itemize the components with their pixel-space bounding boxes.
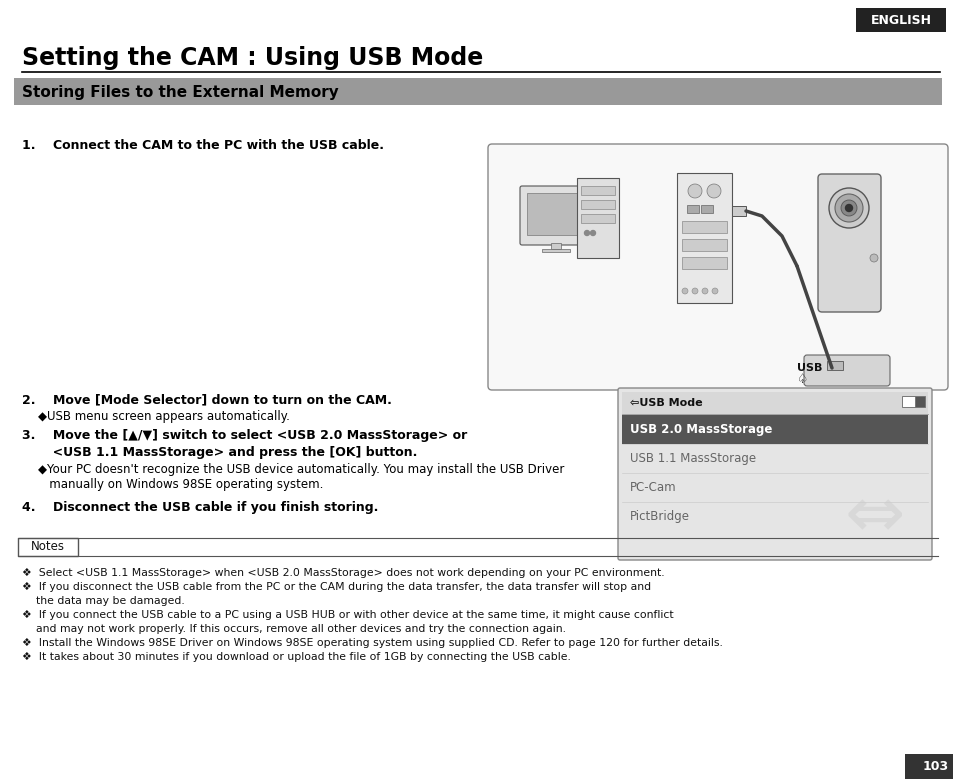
Text: ◆Your PC doesn't recognize the USB device automatically. You may install the USB: ◆Your PC doesn't recognize the USB devic… [38,463,564,475]
Text: ⇦USB Mode: ⇦USB Mode [629,398,702,408]
Text: <USB 1.1 MassStorage> and press the [OK] button.: <USB 1.1 MassStorage> and press the [OK]… [22,446,417,459]
Circle shape [681,288,687,294]
Text: USB: USB [796,363,821,373]
Bar [541,249,569,252]
Text: USB 2.0 MassStorage: USB 2.0 MassStorage [629,423,772,436]
Polygon shape [904,754,953,779]
Text: ⇔: ⇔ [843,484,904,552]
Text: 2.    Move [Mode Selector] down to turn on the CAM.: 2. Move [Mode Selector] down to turn on … [22,393,392,407]
Bar [700,205,712,213]
Bar [901,396,915,407]
Circle shape [844,205,852,212]
Text: manually on Windows 98SE operating system.: manually on Windows 98SE operating syste… [38,478,323,491]
Circle shape [590,231,595,235]
Text: ❖  Install the Windows 98SE Driver on Windows 98SE operating system using suppli: ❖ Install the Windows 98SE Driver on Win… [22,638,722,648]
Circle shape [828,188,868,228]
Polygon shape [904,754,953,779]
Bar [826,361,842,370]
Bar [580,214,615,223]
FancyBboxPatch shape [817,174,880,312]
Circle shape [701,288,707,294]
Text: ♤: ♤ [796,372,807,386]
Text: 1.    Connect the CAM to the PC with the USB cable.: 1. Connect the CAM to the PC with the US… [22,139,384,151]
Text: 3.    Move the [▲/▼] switch to select <USB 2.0 MassStorage> or: 3. Move the [▲/▼] switch to select <USB … [22,428,467,442]
Circle shape [834,194,862,222]
Text: 103: 103 [922,760,948,774]
Bar [681,257,726,269]
Bar [18,538,78,556]
Text: and may not work properly. If this occurs, remove all other devices and try the : and may not work properly. If this occur… [22,624,565,634]
Bar [677,173,731,303]
Text: PC-Cam: PC-Cam [629,481,676,494]
Bar [681,221,726,233]
FancyBboxPatch shape [519,186,592,245]
Text: Setting the CAM : Using USB Mode: Setting the CAM : Using USB Mode [22,46,483,70]
Bar [14,78,941,105]
Text: USB 1.1 MassStorage: USB 1.1 MassStorage [629,452,756,465]
Bar [855,8,945,32]
Bar [580,186,615,195]
Bar [577,178,618,258]
Bar [923,754,953,779]
Text: ❖  If you disconnect the USB cable from the PC or the CAM during the data transf: ❖ If you disconnect the USB cable from t… [22,582,651,592]
Circle shape [841,200,856,216]
Text: the data may be damaged.: the data may be damaged. [22,596,185,606]
Bar [914,396,924,407]
Bar [621,415,927,444]
Bar [580,200,615,209]
Text: ENGLISH: ENGLISH [869,13,930,26]
Bar [731,206,745,216]
Circle shape [687,184,701,198]
Text: 4.    Disconnect the USB cable if you finish storing.: 4. Disconnect the USB cable if you finis… [22,500,378,513]
Text: ◆USB menu screen appears automatically.: ◆USB menu screen appears automatically. [38,410,290,422]
Text: Notes: Notes [30,541,65,554]
Circle shape [869,254,877,262]
Text: PictBridge: PictBridge [629,510,689,523]
Circle shape [706,184,720,198]
Bar [526,193,584,235]
Text: Storing Files to the External Memory: Storing Files to the External Memory [22,84,338,100]
Text: ❖  Select <USB 1.1 MassStorage> when <USB 2.0 MassStorage> does not work dependi: ❖ Select <USB 1.1 MassStorage> when <USB… [22,568,664,578]
FancyBboxPatch shape [618,388,931,560]
Text: ❖  It takes about 30 minutes if you download or upload the file of 1GB by connec: ❖ It takes about 30 minutes if you downl… [22,652,570,662]
Bar [686,205,699,213]
Bar [681,239,726,251]
Circle shape [584,231,589,235]
FancyBboxPatch shape [488,144,947,390]
Bar [621,392,927,414]
Text: ❖  If you connect the USB cable to a PC using a USB HUB or with other device at : ❖ If you connect the USB cable to a PC u… [22,610,673,620]
Circle shape [691,288,698,294]
FancyBboxPatch shape [803,355,889,386]
Bar [551,243,560,249]
Circle shape [711,288,718,294]
